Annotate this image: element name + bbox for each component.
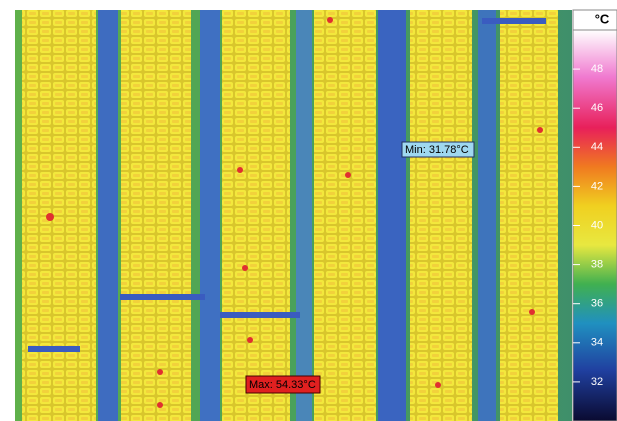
scale-tick-label: 38 <box>591 259 603 271</box>
thermal-image: Min: 31.78°C Max: 54.33°C <box>15 10 572 421</box>
scale-unit: °C <box>595 11 610 26</box>
scale-tick-label: 44 <box>591 141 603 153</box>
max-label: Max: 54.33°C <box>249 379 316 391</box>
scale-tick-label: 36 <box>591 298 603 310</box>
scale-tick-label: 34 <box>591 337 603 349</box>
min-label: Min: 31.78°C <box>405 144 469 156</box>
scale-tick-label: 48 <box>591 63 603 75</box>
scale-tick-label: 42 <box>591 180 603 192</box>
scale-tick-label: 46 <box>591 102 603 114</box>
scale-tick-label: 32 <box>591 376 603 388</box>
thermal-view: Min: 31.78°C Max: 54.33°C °C 32 34 36 38 40 4… <box>0 0 617 421</box>
scale-tick-label: 40 <box>591 219 603 231</box>
